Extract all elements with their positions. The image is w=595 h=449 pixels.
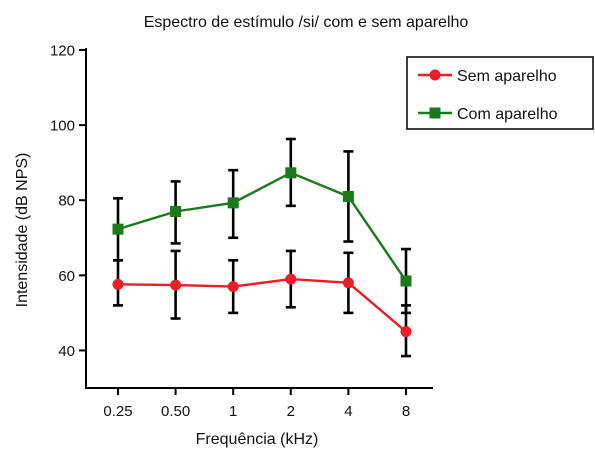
legend: Sem aparelho Com aparelho <box>406 56 594 130</box>
axes <box>85 48 433 389</box>
series-line <box>117 277 407 333</box>
series-line <box>117 171 407 282</box>
data-point <box>400 326 412 338</box>
data-point <box>285 167 297 179</box>
data-point <box>227 197 239 209</box>
legend-label: Sem aparelho <box>457 68 557 85</box>
series-com-aparelho <box>112 137 412 315</box>
y-axis-label: Intensidade (dB NPS) <box>14 153 31 308</box>
series-layer <box>112 137 412 358</box>
x-axis-label: Frequência (kHz) <box>196 431 319 448</box>
x-tick-label: 2 <box>287 403 295 420</box>
series-sem-aparelho <box>112 249 412 358</box>
y-tick-label: 80 <box>58 193 75 210</box>
data-point <box>112 278 124 290</box>
chart-title: Espectro de estímulo /si/ com e sem apar… <box>144 14 469 31</box>
data-point <box>400 275 412 287</box>
data-point <box>170 279 182 291</box>
legend-item: Sem aparelho <box>418 68 557 85</box>
data-point <box>342 190 354 202</box>
legend-marker <box>429 69 441 81</box>
data-point <box>112 223 124 235</box>
x-tick-label: 1 <box>229 403 237 420</box>
x-ticks: 0.25 0.50 1 2 4 8 <box>103 388 410 420</box>
x-tick-label: 0.50 <box>161 403 190 420</box>
y-tick-label: 40 <box>58 343 75 360</box>
data-point <box>227 281 239 293</box>
data-point <box>170 205 182 217</box>
x-tick-label: 0.25 <box>103 403 132 420</box>
legend-label: Com aparelho <box>457 106 558 123</box>
y-tick-label: 60 <box>58 268 75 285</box>
y-tick-label: 120 <box>50 43 75 60</box>
y-ticks: 40 60 80 100 120 <box>50 43 86 360</box>
x-tick-label: 8 <box>402 403 410 420</box>
data-point <box>285 273 297 285</box>
legend-marker <box>429 107 441 119</box>
data-point <box>342 277 354 289</box>
legend-item: Com aparelho <box>418 106 558 123</box>
y-tick-label: 100 <box>50 118 75 135</box>
x-tick-label: 4 <box>344 403 352 420</box>
